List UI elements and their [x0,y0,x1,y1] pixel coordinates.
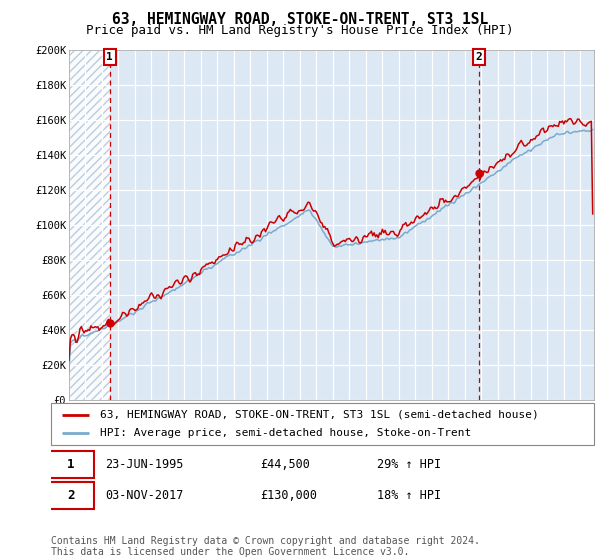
Text: 03-NOV-2017: 03-NOV-2017 [106,489,184,502]
Text: 2: 2 [475,52,482,62]
Bar [69,50,110,400]
Text: 63, HEMINGWAY ROAD, STOKE-ON-TRENT, ST3 1SL: 63, HEMINGWAY ROAD, STOKE-ON-TRENT, ST3 … [112,12,488,27]
Text: Contains HM Land Registry data © Crown copyright and database right 2024.
This d: Contains HM Land Registry data © Crown c… [51,535,480,557]
Text: 29% ↑ HPI: 29% ↑ HPI [377,458,441,470]
Text: £130,000: £130,000 [260,489,317,502]
FancyBboxPatch shape [48,451,94,478]
Text: £44,500: £44,500 [260,458,310,470]
Text: 63, HEMINGWAY ROAD, STOKE-ON-TRENT, ST3 1SL (semi-detached house): 63, HEMINGWAY ROAD, STOKE-ON-TRENT, ST3 … [100,410,539,420]
Text: 18% ↑ HPI: 18% ↑ HPI [377,489,441,502]
Text: 23-JUN-1995: 23-JUN-1995 [106,458,184,470]
Text: 1: 1 [106,52,113,62]
Text: Price paid vs. HM Land Registry's House Price Index (HPI): Price paid vs. HM Land Registry's House … [86,24,514,36]
FancyBboxPatch shape [51,403,594,445]
Text: HPI: Average price, semi-detached house, Stoke-on-Trent: HPI: Average price, semi-detached house,… [100,428,471,438]
Text: 2: 2 [67,489,75,502]
Text: 1: 1 [67,458,75,470]
FancyBboxPatch shape [48,482,94,509]
